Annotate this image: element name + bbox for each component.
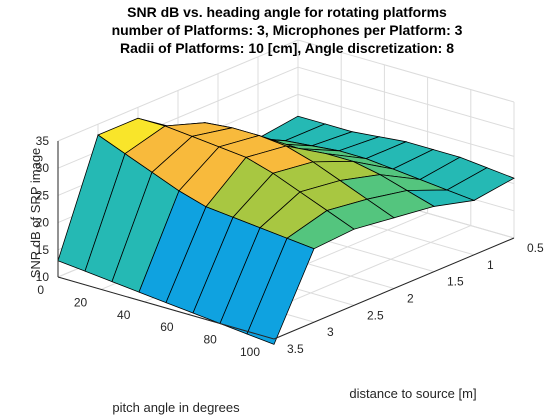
y-tick-label: 2.5 xyxy=(367,308,384,322)
surface-patch xyxy=(246,237,315,345)
grid-line-z-left xyxy=(297,66,515,130)
x-tick-label: 100 xyxy=(240,345,260,359)
x-axis-line xyxy=(57,276,275,340)
grid-line-z-left xyxy=(297,39,515,103)
z-axis-label: SNR dB of SRP image xyxy=(28,148,43,279)
x-axis-label: pitch angle in degrees xyxy=(112,400,240,415)
y-axis-line xyxy=(273,237,515,340)
y-tick-label: 0.5 xyxy=(527,241,544,255)
y-tick-label: 2 xyxy=(407,292,414,306)
z-tick-label: 25 xyxy=(36,188,50,202)
z-tick-label: 15 xyxy=(36,243,50,257)
chart-title-line-2: number of Platforms: 3, Microphones per … xyxy=(112,22,463,38)
x-tick-label: 20 xyxy=(74,295,88,309)
x-tick-label: 80 xyxy=(203,333,217,347)
y-tick-label: 3.5 xyxy=(287,342,304,356)
y-tick-label: 3 xyxy=(327,325,334,339)
z-tick-label: 35 xyxy=(36,134,50,148)
y-tick-label: 1.5 xyxy=(447,275,464,289)
z-tick-label: 10 xyxy=(36,270,50,284)
chart-title-line-3: Radii of Platforms: 10 [cm], Angle discr… xyxy=(120,40,454,56)
z-tick-label: 30 xyxy=(36,161,50,175)
x-tick-label: 40 xyxy=(117,308,131,322)
chart-title-line-1: SNR dB vs. heading angle for rotating pl… xyxy=(127,4,447,20)
z-tick-label: 20 xyxy=(36,216,50,230)
grid-line-z-left xyxy=(297,93,515,157)
y-tick-label: 1 xyxy=(487,258,494,272)
axes-ticks: 10 15 20 25 30 35 0 20 40 60 80 100 0.5 1 1.5 2 2.5 3 3.5 xyxy=(36,134,544,359)
y-axis-label: distance to source [m] xyxy=(349,386,476,401)
surface-mesh xyxy=(57,115,515,345)
x-tick-label: 0 xyxy=(37,283,44,297)
x-tick-label: 60 xyxy=(160,320,174,334)
